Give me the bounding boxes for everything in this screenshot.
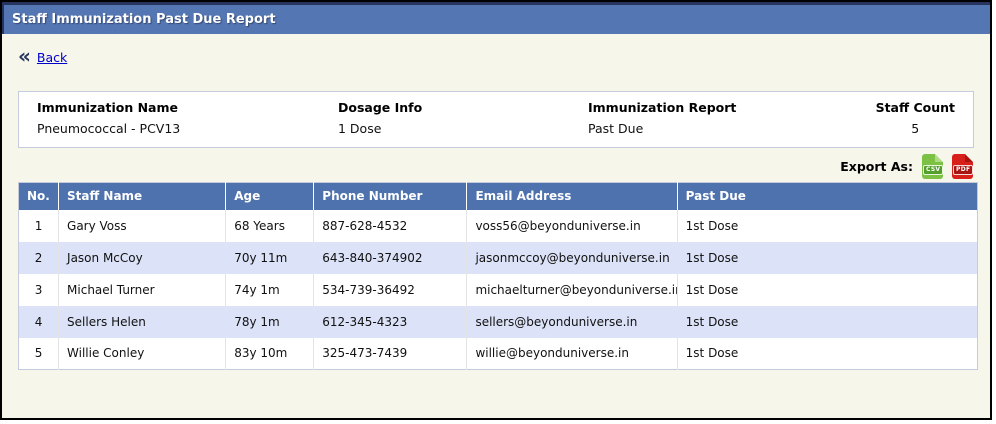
cell-age: 68 Years <box>225 209 315 242</box>
table-row: 5 Willie Conley 83y 10m 325-473-7439 wil… <box>18 337 978 370</box>
pdf-badge: PDF <box>953 164 974 175</box>
cell-past-due: 1st Dose <box>685 282 739 297</box>
summary-label: Immunization Report <box>588 100 737 115</box>
export-csv-icon[interactable]: CSV <box>922 153 944 179</box>
cell-no: 1 <box>18 209 60 242</box>
table-row: 4 Sellers Helen 78y 1m 612-345-4323 sell… <box>18 305 978 338</box>
summary-value: 1 Dose <box>338 121 382 136</box>
back-navigation[interactable]: « Back <box>18 43 990 68</box>
cell-staff-name: Sellers Helen <box>58 305 227 338</box>
table-row: 2 Jason McCoy 70y 11m 643-840-374902 jas… <box>18 241 978 274</box>
summary-label: Staff Count <box>875 100 955 115</box>
cell-phone: 612-345-4323 <box>313 305 468 338</box>
table-row: 1 Gary Voss 68 Years 887-628-4532 voss56… <box>18 209 978 242</box>
csv-badge: CSV <box>923 164 944 175</box>
cell-no: 3 <box>18 273 60 306</box>
cell-age: 74y 1m <box>225 273 315 306</box>
export-toolbar: Export As: CSV PDF <box>19 153 974 179</box>
export-as-label: Export As: <box>840 158 913 174</box>
column-header-age: Age <box>225 182 315 210</box>
summary-immunization-name: Immunization Name Pneumococcal - PCV13 <box>37 101 338 136</box>
cell-staff-name: Willie Conley <box>58 337 227 370</box>
cell-age: 83y 10m <box>225 337 315 370</box>
column-header-staff-name: Staff Name <box>58 182 227 210</box>
cell-email: michaelturner@beyonduniverse.in <box>466 273 678 306</box>
column-header-email-address: Email Address <box>466 182 678 210</box>
summary-label: Immunization Name <box>37 100 178 115</box>
cell-past-due: 1st Dose <box>677 305 978 338</box>
cell-email: sellers@beyonduniverse.in <box>466 305 678 338</box>
summary-immunization-report: Immunization Report Past Due <box>588 101 876 136</box>
summary-value: Past Due <box>588 121 644 136</box>
column-header-past-due: Past Due <box>677 182 978 210</box>
export-pdf-icon[interactable]: PDF <box>952 153 974 179</box>
table-row: 3 Michael Turner 74y 1m 534-739-36492 mi… <box>18 273 978 306</box>
summary-value: 5 <box>911 121 920 136</box>
staff-past-due-table: No. Staff Name Age Phone Number Email Ad… <box>18 182 978 370</box>
cell-no: 2 <box>18 241 60 274</box>
cell-email: voss56@beyonduniverse.in <box>466 209 678 242</box>
cell-email: willie@beyonduniverse.in <box>466 337 678 370</box>
cell-age: 70y 11m <box>225 241 315 274</box>
cell-phone: 325-473-7439 <box>313 337 468 370</box>
cell-no: 5 <box>18 337 60 370</box>
report-summary-panel: Immunization Name Pneumococcal - PCV13 D… <box>18 91 974 148</box>
cell-staff-name: Gary Voss <box>58 209 227 242</box>
back-chevrons-icon: « <box>18 43 31 68</box>
cell-email: jasonmccoy@beyonduniverse.in <box>466 241 678 274</box>
column-header-phone-number: Phone Number <box>313 182 468 210</box>
top-accent-strip <box>2 2 990 5</box>
summary-value: Pneumococcal - PCV13 <box>37 121 181 136</box>
column-header-no: No. <box>18 182 60 210</box>
cell-past-due: 1st Dose <box>685 218 739 233</box>
page-title: Staff Immunization Past Due Report <box>2 5 990 34</box>
cell-age: 78y 1m <box>225 305 315 338</box>
back-link[interactable]: Back <box>36 49 68 65</box>
cell-no: 4 <box>18 305 60 338</box>
cell-phone: 887-628-4532 <box>313 209 468 242</box>
summary-staff-count: Staff Count 5 <box>876 101 955 136</box>
cell-phone: 534-739-36492 <box>313 273 468 306</box>
cell-staff-name: Jason McCoy <box>58 241 227 274</box>
cell-phone: 643-840-374902 <box>313 241 468 274</box>
table-header-row: No. Staff Name Age Phone Number Email Ad… <box>18 182 978 210</box>
summary-label: Dosage Info <box>338 100 423 115</box>
cell-past-due: 1st Dose <box>677 241 978 274</box>
cell-staff-name: Michael Turner <box>58 273 227 306</box>
summary-dosage-info: Dosage Info 1 Dose <box>338 101 588 136</box>
cell-past-due: 1st Dose <box>685 346 739 361</box>
